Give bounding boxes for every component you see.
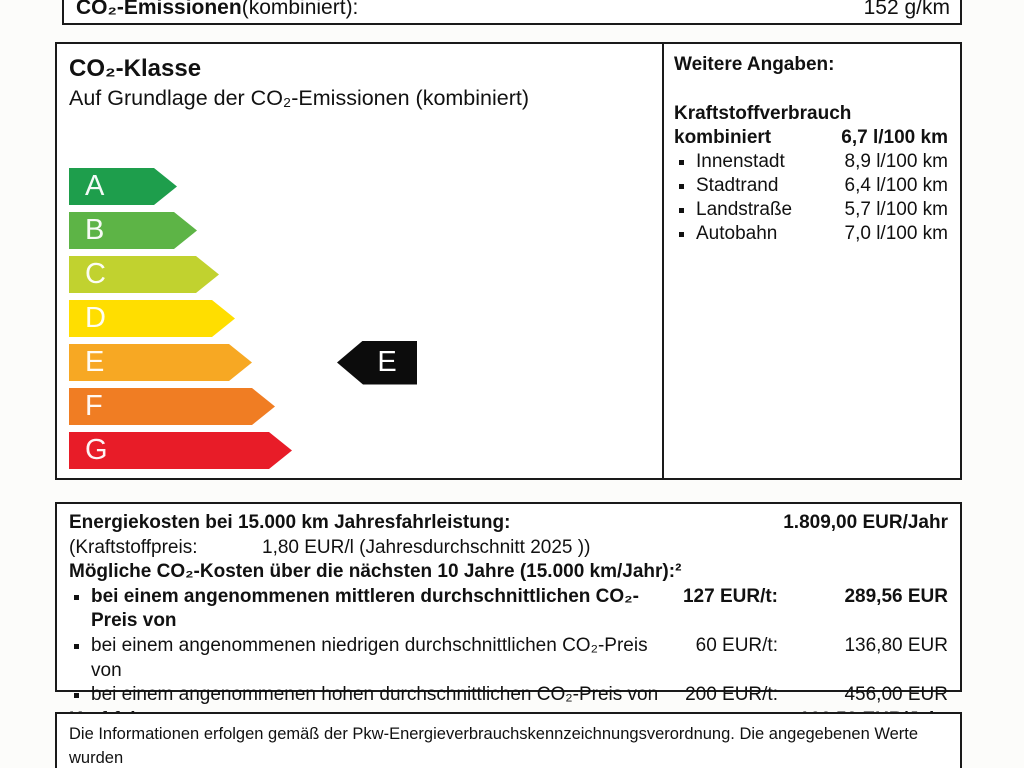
row-label: Stadtrand (696, 175, 779, 196)
co2-class-letter: B (85, 214, 105, 246)
consumption-row-innenstadt: Innenstadt 8,9 l/100 km (674, 150, 948, 174)
legal-footnote-box: Die Informationen erfolgen gemäß der Pkw… (55, 712, 962, 768)
co2-class-arrow-c: C (69, 256, 292, 293)
energy-costs-row: Energiekosten bei 15.000 km Jahresfahrle… (69, 511, 948, 536)
combined-value: 6,7 l/100 km (841, 127, 948, 148)
rating-letter: E (377, 346, 397, 378)
row-value: 7,0 l/100 km (844, 223, 949, 244)
co2-emissions-label: CO₂-Emissionen (76, 0, 242, 19)
fuel-price-value: 1,80 EUR/l (Jahresdurchschnitt 2025 )) (262, 536, 591, 558)
co2-class-letter: F (85, 390, 103, 422)
co2-amount: 136,80 EUR (844, 634, 948, 656)
co2-price: 200 EUR/t: (685, 684, 778, 706)
consumption-row-landstrasse: Landstraße 5,7 l/100 km (674, 198, 948, 222)
co2-cost-text: bei einem angenommenen niedrigen durchsc… (91, 634, 648, 681)
co2-class-rating-marker: E (337, 340, 417, 385)
co2-class-letter: A (85, 170, 105, 202)
co2-emissions-bar: CO₂-Emissionen (kombiniert): 152 g/km (62, 0, 962, 25)
consumption-row-stadtrand: Stadtrand 6,4 l/100 km (674, 174, 948, 198)
co2-class-panel: CO₂-Klasse Auf Grundlage der CO₂-Emissio… (57, 44, 662, 478)
co2-class-arrow-b: B (69, 212, 292, 249)
co2-class-title: CO₂-Klasse (69, 55, 202, 82)
footnote-line: Die Informationen erfolgen gemäß der Pkw… (69, 725, 919, 767)
co2-cost-row-high: bei einem angenommenen hohen durchschnit… (69, 683, 948, 708)
co2-cost-row-low: bei einem angenommenen niedrigen durchsc… (69, 634, 948, 683)
combined-label: kombiniert (674, 127, 772, 148)
co2-class-arrow-d: D (69, 300, 292, 337)
further-details-panel: Weitere Angaben: Kraftstoffverbrauch kom… (662, 44, 960, 478)
co2-class-arrow-g: G (69, 432, 292, 469)
co2-amount: 456,00 EUR (844, 684, 948, 706)
row-label: Landstraße (696, 199, 793, 220)
co2-class-arrow-e: E (69, 344, 292, 381)
co2-class-letter: E (85, 346, 105, 378)
bullet-icon (679, 160, 684, 165)
fuel-price-row: (Kraftstoffpreis: 1,80 EUR/l (Jahresdurc… (69, 536, 948, 561)
co2-amount: 289,56 EUR (844, 585, 948, 607)
row-label: Innenstadt (696, 151, 785, 172)
co2-emissions-label-suffix: (kombiniert): (241, 0, 359, 19)
co2-cost-row-medium: bei einem angenommenen mittleren durchsc… (69, 585, 948, 634)
energy-costs-label: Energiekosten bei 15.000 km Jahresfahrle… (69, 512, 511, 533)
co2-price: 127 EUR/t: (682, 585, 778, 607)
co2-class-subtitle: Auf Grundlage der CO₂-Emissionen (kombin… (69, 86, 530, 110)
row-value: 5,7 l/100 km (844, 199, 949, 220)
bullet-icon (679, 232, 684, 237)
co2-class-letter: D (85, 302, 106, 334)
co2-emissions-value: 152 g/km (863, 0, 950, 19)
details-title: Weitere Angaben: (674, 54, 835, 75)
energy-costs-box: Energiekosten bei 15.000 km Jahresfahrle… (55, 502, 962, 730)
co2-cost-text: bei einem angenommenen hohen durchschnit… (91, 684, 659, 706)
co2-costs-heading-text: Mögliche CO₂-Kosten über die nächsten 10… (69, 561, 682, 583)
bullet-icon (74, 693, 79, 699)
co2-price: 60 EUR/t: (695, 634, 778, 656)
row-value: 8,9 l/100 km (844, 151, 949, 172)
co2-class-arrow-a: A (69, 168, 292, 205)
bullet-icon (74, 594, 79, 600)
bullet-icon (679, 208, 684, 213)
row-value: 6,4 l/100 km (844, 175, 949, 196)
energy-costs-value: 1.809,00 EUR/Jahr (783, 512, 948, 533)
co2-class-letter: G (85, 434, 108, 466)
fuel-consumption-heading: Kraftstoffverbrauch (674, 103, 852, 124)
co2-class-arrow-f: F (69, 388, 292, 425)
co2-cost-text: bei einem angenommenen mittleren durchsc… (91, 585, 639, 632)
co2-class-box: CO₂-Klasse Auf Grundlage der CO₂-Emissio… (55, 42, 962, 480)
row-label: Autobahn (696, 223, 778, 244)
bullet-icon (679, 184, 684, 189)
co2-class-letter: C (85, 258, 106, 290)
fuel-price-label: (Kraftstoffpreis: (69, 536, 198, 558)
consumption-row-autobahn: Autobahn 7,0 l/100 km (674, 222, 948, 246)
combined-consumption-row: kombiniert 6,7 l/100 km (674, 126, 948, 150)
co2-costs-heading: Mögliche CO₂-Kosten über die nächsten 10… (69, 560, 948, 585)
bullet-icon (74, 643, 79, 649)
